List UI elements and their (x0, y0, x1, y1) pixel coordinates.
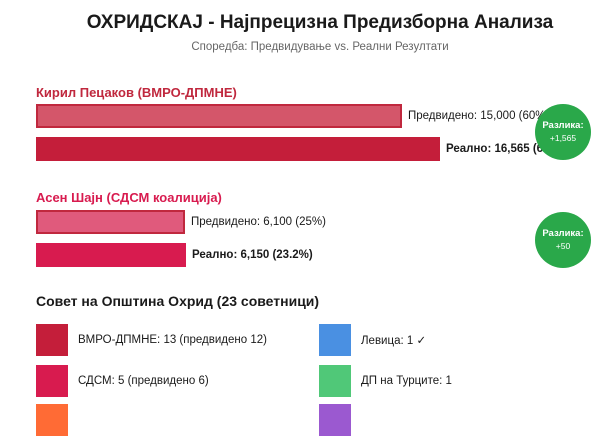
legend-swatch (36, 324, 68, 356)
difference-badge-shajn: Разлика: +50 (535, 212, 591, 268)
actual-bar-shajn (36, 243, 186, 267)
predicted-bar-pecakov (36, 104, 402, 128)
legend-swatch (36, 404, 68, 436)
difference-badge-value: +50 (555, 241, 571, 251)
legend-item-vmro: ВМРО-ДПМНЕ: 13 (предвидено 12) (36, 324, 267, 356)
candidate-name-shajn: Асен Шајн (СДСМ коалиција) (36, 190, 222, 205)
legend-item-partial-left (36, 404, 78, 436)
page-subtitle: Споредба: Предвидување vs. Реални Резулт… (191, 41, 449, 53)
actual-label-shajn: Реално: 6,150 (23.2%) (192, 249, 313, 261)
legend-label: СДСМ: 5 (предвидено 6) (78, 375, 209, 387)
legend-swatch (319, 365, 351, 397)
legend-swatch (319, 324, 351, 356)
page-title: ОХРИДСКАЈ - Најпрецизна Предизборна Анал… (86, 12, 554, 33)
candidate-name-pecakov: Кирил Пецаков (ВМРО-ДПМНЕ) (36, 85, 237, 100)
legend-item-dp-turci: ДП на Турците: 1 (319, 365, 452, 397)
legend-label: ДП на Турците: 1 (361, 375, 452, 387)
legend-item-sdsm: СДСМ: 5 (предвидено 6) (36, 365, 209, 397)
legend-label: ВМРО-ДПМНЕ: 13 (предвидено 12) (78, 334, 267, 346)
council-title: Совет на Општина Охрид (23 советници) (36, 293, 320, 309)
difference-badge-title: Разлика: (542, 120, 584, 131)
actual-bar-pecakov (36, 137, 440, 161)
legend-item-levica: Левица: 1 ✓ (319, 324, 426, 356)
difference-badge-title: Разлика: (542, 228, 584, 239)
predicted-bar-shajn (36, 210, 185, 234)
predicted-label-shajn: Предвидено: 6,100 (25%) (191, 216, 326, 228)
legend-swatch (319, 404, 351, 436)
legend-item-partial-right (319, 404, 361, 436)
difference-badge-pecakov: Разлика: +1,565 (535, 104, 591, 160)
legend-label: Левица: 1 ✓ (361, 335, 427, 347)
predicted-label-pecakov: Предвидено: 15,000 (60%) (408, 110, 550, 122)
legend-swatch (36, 365, 68, 397)
difference-badge-value: +1,565 (549, 133, 577, 143)
